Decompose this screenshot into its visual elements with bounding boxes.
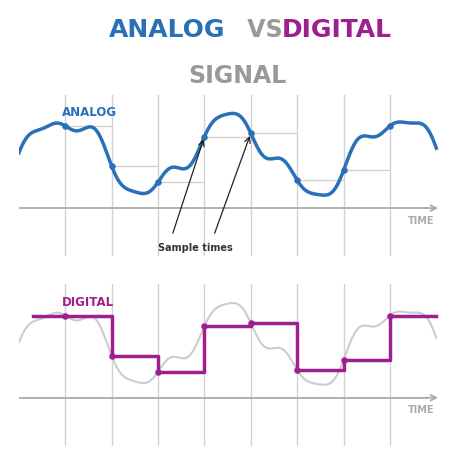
Point [293, 176, 301, 184]
Point [201, 322, 208, 330]
Point [247, 319, 255, 327]
Point [108, 352, 116, 360]
Point [154, 178, 162, 186]
Text: ANALOG: ANALOG [62, 106, 117, 119]
Point [293, 366, 301, 374]
Point [340, 167, 347, 174]
Text: TIME: TIME [408, 216, 434, 226]
Point [201, 133, 208, 140]
Point [386, 122, 394, 130]
Point [247, 129, 255, 137]
Text: ANALOG: ANALOG [109, 18, 226, 42]
Point [62, 122, 69, 130]
Text: DIGITAL: DIGITAL [62, 296, 114, 309]
Text: SIGNAL: SIGNAL [188, 64, 286, 88]
Point [340, 356, 347, 364]
Text: DIGITAL: DIGITAL [282, 18, 392, 42]
Text: Sample times: Sample times [158, 243, 233, 254]
Point [108, 163, 116, 170]
Point [154, 368, 162, 375]
Point [386, 312, 394, 319]
Text: TIME: TIME [408, 405, 434, 415]
Point [62, 312, 69, 319]
Text: VS: VS [239, 18, 291, 42]
